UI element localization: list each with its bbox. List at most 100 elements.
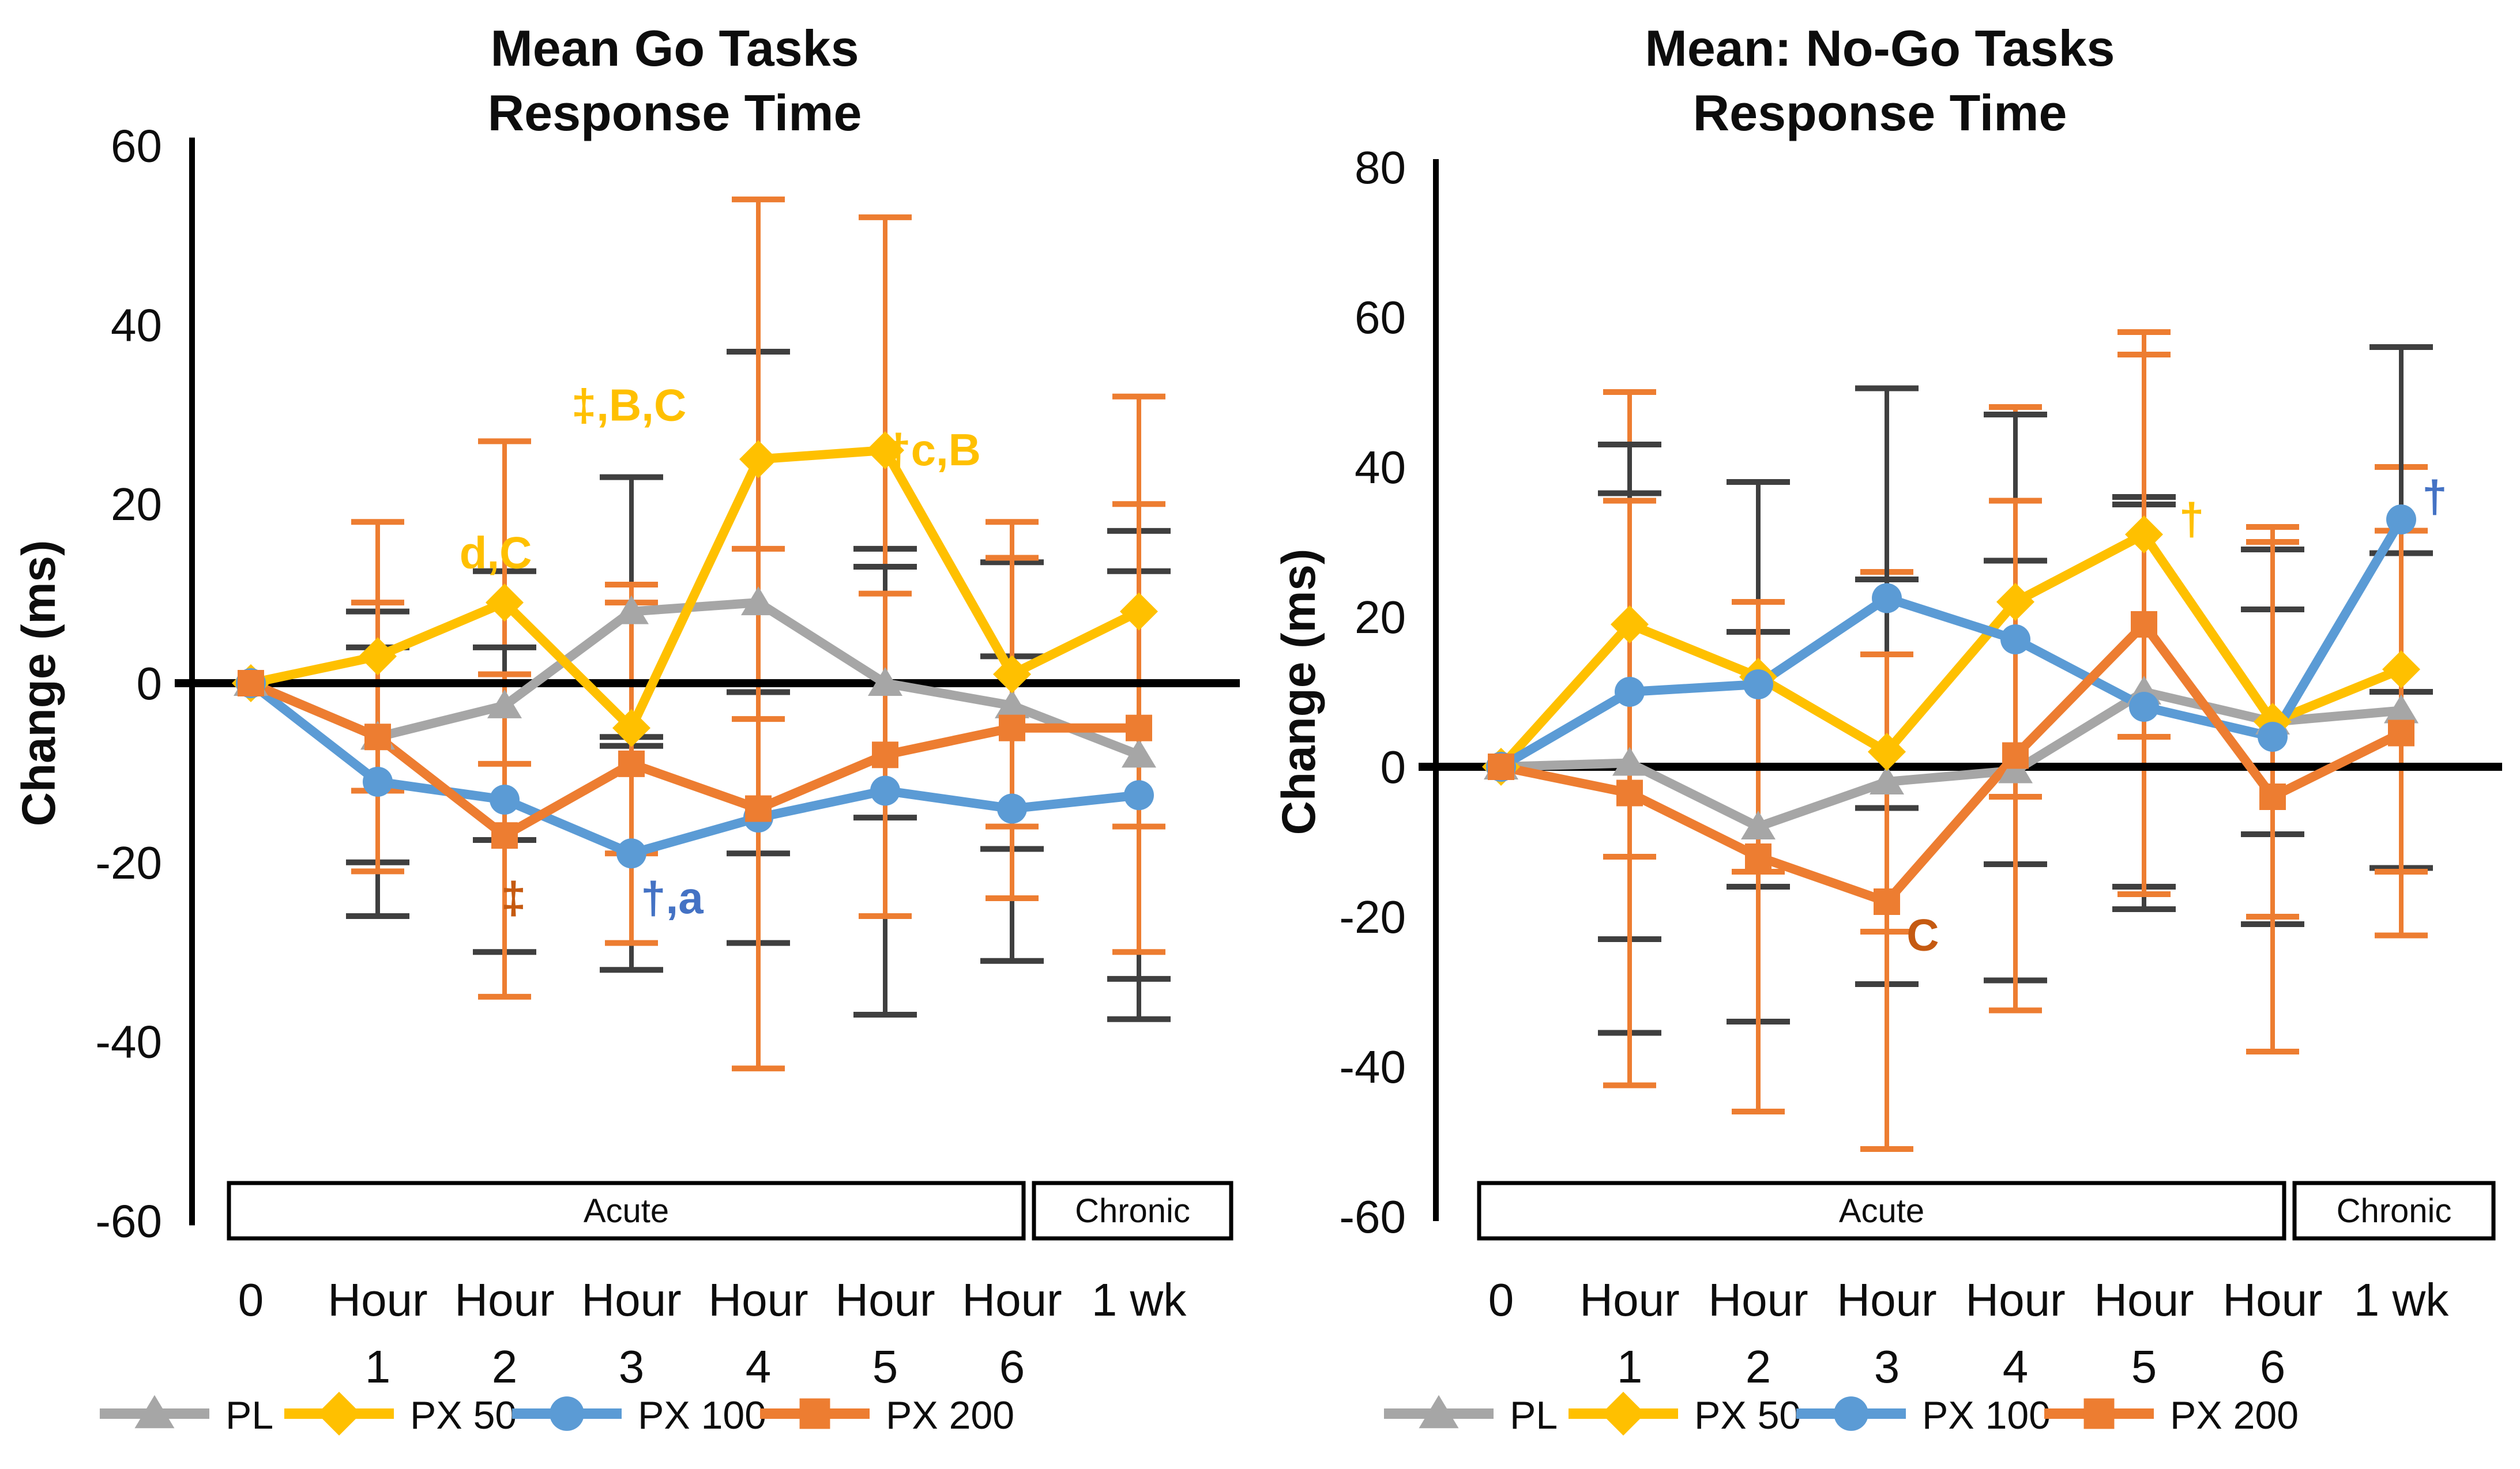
x-tick-label-line2: 6 xyxy=(999,1341,1025,1392)
x-tick-label-line2: 5 xyxy=(2131,1341,2157,1392)
annotation: ‡,B,C xyxy=(571,379,686,430)
PX 100-marker xyxy=(616,838,646,869)
annotation: † xyxy=(2422,471,2447,522)
chronic-box xyxy=(2292,1181,2496,1241)
x-tick-label-line2: 1 xyxy=(365,1341,391,1392)
PL-marker xyxy=(1612,747,1647,776)
y-tick-label: 40 xyxy=(1355,442,1406,493)
PL-marker xyxy=(995,689,1029,718)
legend-marker-PL xyxy=(134,1395,175,1429)
y-tick-label: -40 xyxy=(1339,1041,1406,1093)
y-axis-title: Change (ms) xyxy=(13,540,65,827)
PX 100-marker xyxy=(2258,722,2288,752)
error-bars-PX 200 xyxy=(351,501,1165,1072)
legend-marker-PX 200 xyxy=(2083,1398,2115,1429)
legend: PL PX 50 PX 100 PX 200 xyxy=(100,1392,1014,1437)
PX 200-marker xyxy=(491,822,518,849)
x-tick-label-line2: 3 xyxy=(1874,1341,1900,1392)
PX 100-marker xyxy=(1743,669,1773,699)
x-tick-label-line2: 4 xyxy=(746,1341,772,1392)
PX 200-marker xyxy=(2259,784,2286,810)
annotation: ‡ xyxy=(501,872,526,923)
x-tick-label: Hour xyxy=(2094,1274,2194,1325)
series-markers-PX 200 xyxy=(238,670,1152,849)
PX 200-marker xyxy=(872,741,898,769)
PX 100-marker xyxy=(2000,624,2030,654)
x-tick-label: Hour xyxy=(1579,1274,1679,1325)
x-tick-label: Hour xyxy=(581,1274,681,1325)
PX 200-marker xyxy=(364,724,391,751)
x-tick-label-line2: 4 xyxy=(2003,1341,2029,1392)
y-tick-label: -40 xyxy=(95,1016,162,1068)
PX 200-marker xyxy=(1745,843,1771,870)
PX 200-marker xyxy=(1126,714,1152,741)
x-tick-label: 0 xyxy=(1488,1274,1514,1325)
y-tick-label: 0 xyxy=(1381,741,1406,793)
PL-marker xyxy=(741,586,776,616)
legend-label-PL: PL xyxy=(225,1393,273,1437)
y-tick-label: 20 xyxy=(111,479,162,530)
series-markers-PX 100 xyxy=(1486,504,2416,782)
series-line-PL xyxy=(1500,687,2402,832)
series-line-PX 50 xyxy=(250,445,1141,736)
legend-label-PX 50: PX 50 xyxy=(1694,1393,1801,1437)
annotation: d,C xyxy=(460,528,532,578)
PX 50-marker xyxy=(739,440,777,479)
PX 50-marker xyxy=(866,431,904,469)
chronic-box xyxy=(1032,1181,1233,1241)
legend-label-PL: PL xyxy=(1510,1393,1558,1437)
PX 100-marker xyxy=(997,793,1027,824)
PX 100-marker xyxy=(363,766,393,797)
legend-label-PX 200: PX 200 xyxy=(886,1393,1014,1437)
PX 50-marker xyxy=(1611,605,1649,643)
PX 200-marker xyxy=(618,750,645,777)
acute-box-label: Acute xyxy=(584,1192,669,1230)
PX 50-marker xyxy=(612,709,650,747)
series-line-PX 200 xyxy=(249,679,1139,841)
legend-label-PX 50: PX 50 xyxy=(410,1393,517,1437)
PX 200-marker xyxy=(1488,754,1514,780)
x-tick-label-line2: 2 xyxy=(1746,1341,1771,1392)
x-tick-label: Hour xyxy=(962,1274,1062,1325)
PL-marker xyxy=(1741,811,1776,839)
legend-label-PX 200: PX 200 xyxy=(2170,1393,2299,1437)
x-tick-label: Hour xyxy=(2222,1274,2322,1325)
chronic-box-label: Chronic xyxy=(1075,1192,1190,1230)
PX 50-marker xyxy=(1996,583,2034,621)
go-chart-title-line1: Mean Go Tasks xyxy=(490,20,859,77)
PX 100-marker xyxy=(2129,692,2159,722)
y-tick-label: -60 xyxy=(95,1195,162,1246)
PX 200-marker xyxy=(1616,779,1643,807)
PX 50-marker xyxy=(993,655,1031,694)
annotation: † xyxy=(2179,494,2204,544)
PX 50-marker xyxy=(1120,592,1158,631)
y-tick-label: -20 xyxy=(1339,891,1406,943)
annotation: †c,B xyxy=(886,424,981,475)
chronic-box-label: Chronic xyxy=(2337,1192,2452,1230)
PX 100-marker xyxy=(490,785,520,815)
x-tick-label-line2: 3 xyxy=(619,1341,645,1392)
PX 100-marker xyxy=(1615,677,1645,707)
PX 200-marker xyxy=(2388,720,2414,747)
PL-marker xyxy=(487,689,522,718)
PX 100-marker xyxy=(1124,780,1154,811)
acute-box-label: Acute xyxy=(1839,1192,1924,1230)
series-line-PX 100 xyxy=(1498,517,2405,771)
y-tick-label: 60 xyxy=(1355,292,1406,343)
PX 200-marker xyxy=(1874,888,1900,915)
nogo-chart-title-line2: Response Time xyxy=(1692,84,2067,141)
legend-marker-PX 100 xyxy=(550,1396,584,1431)
y-tick-label: -20 xyxy=(95,837,162,888)
go-chart-title-line2: Response Time xyxy=(487,84,862,141)
x-tick-label: Hour xyxy=(1837,1274,1936,1325)
PX 50-marker xyxy=(2125,515,2163,553)
series-line-PX 200 xyxy=(1500,617,2404,907)
x-tick-label: 1 wk xyxy=(2354,1274,2449,1325)
x-tick-label: Hour xyxy=(835,1274,935,1325)
x-tick-label: Hour xyxy=(328,1274,427,1325)
x-tick-label-line2: 6 xyxy=(2260,1341,2286,1392)
x-tick-label-line2: 5 xyxy=(872,1341,898,1392)
PX 200-marker xyxy=(238,670,264,696)
y-tick-label: 40 xyxy=(111,299,162,351)
PX 200-marker xyxy=(745,795,772,822)
